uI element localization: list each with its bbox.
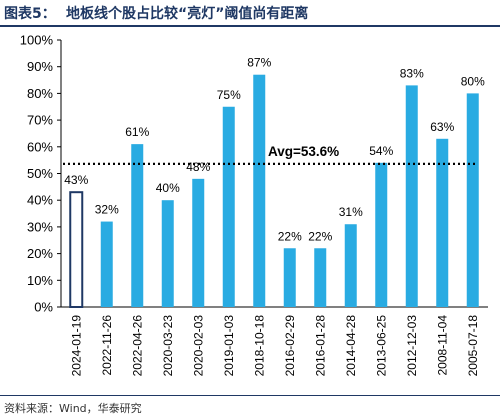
y-tick-label: 70% [27,113,53,128]
data-label: 80% [461,74,485,88]
y-tick-label: 80% [27,86,53,101]
y-tick-label: 50% [27,166,53,181]
data-label: 32% [95,203,119,217]
figure-label: 图表5： [4,6,56,22]
y-tick-label: 90% [27,59,53,74]
figure-title: 地板线个股占比较“亮灯”阈值尚有距离 [66,6,309,22]
x-tick-label: 2018-10-18 [252,315,266,377]
bar [131,144,144,307]
x-tick-label: 2012-12-03 [405,315,419,377]
x-tick-label: 2008-11-04 [435,315,449,376]
y-tick-label: 30% [27,219,53,234]
x-tick-label: 2016-02-29 [283,315,297,377]
y-tick-label: 40% [27,193,53,208]
x-tick-label: 2024-01-19 [69,315,83,377]
bar [253,74,266,308]
data-label: 43% [64,173,88,187]
y-tick-label: 10% [27,273,53,288]
y-tick-label: 20% [27,246,53,261]
x-tick-label: 2013-06-25 [374,315,388,377]
x-tick-label: 2016-01-28 [313,315,327,377]
x-tick-label: 2022-04-26 [130,315,144,377]
data-label: 40% [156,181,180,195]
title-bar: 图表5： 地板线个股占比较“亮灯”阈值尚有距离 [0,0,500,27]
bar [100,221,113,307]
data-label: 61% [125,125,149,139]
x-tick-label: 2022-11-26 [100,315,114,376]
data-label: 48% [186,160,210,174]
bar [436,138,449,307]
bar-highlight [69,191,84,308]
bar [405,85,418,307]
data-label: 87% [247,56,271,70]
data-label: 63% [430,120,454,134]
x-tick-label: 2014-04-28 [344,315,358,377]
y-tick-label: 0% [34,300,53,315]
data-label: 22% [308,229,332,243]
source-bar: 资料来源：Wind，华泰研究 [0,395,500,419]
bar [466,93,479,308]
source-note: 资料来源：Wind，华泰研究 [4,402,142,415]
y-tick-label: 100% [20,33,54,48]
data-label: 54% [369,144,393,158]
data-label: 75% [217,88,241,102]
bar-chart: 0% 10% 20% 30% 40% 50% 60% 70% 80% 90% 100% 43% 2024… [20,33,488,377]
bar [344,224,357,307]
x-tick-label: 2020-02-03 [191,315,205,377]
bar [192,178,205,307]
y-tick-label: 60% [27,139,53,154]
x-tick-label: 2005-07-18 [466,315,480,377]
x-tick-label: 2020-03-23 [161,315,175,377]
average-label: Avg=53.6% [268,144,339,159]
data-label: 83% [400,66,424,80]
bar [314,248,327,307]
bar [222,106,235,307]
x-tick-label: 2019-01-03 [222,315,236,377]
data-label: 31% [339,205,363,219]
bar [283,248,296,307]
bar [161,200,174,307]
bar [375,162,388,307]
data-label: 22% [278,229,302,243]
